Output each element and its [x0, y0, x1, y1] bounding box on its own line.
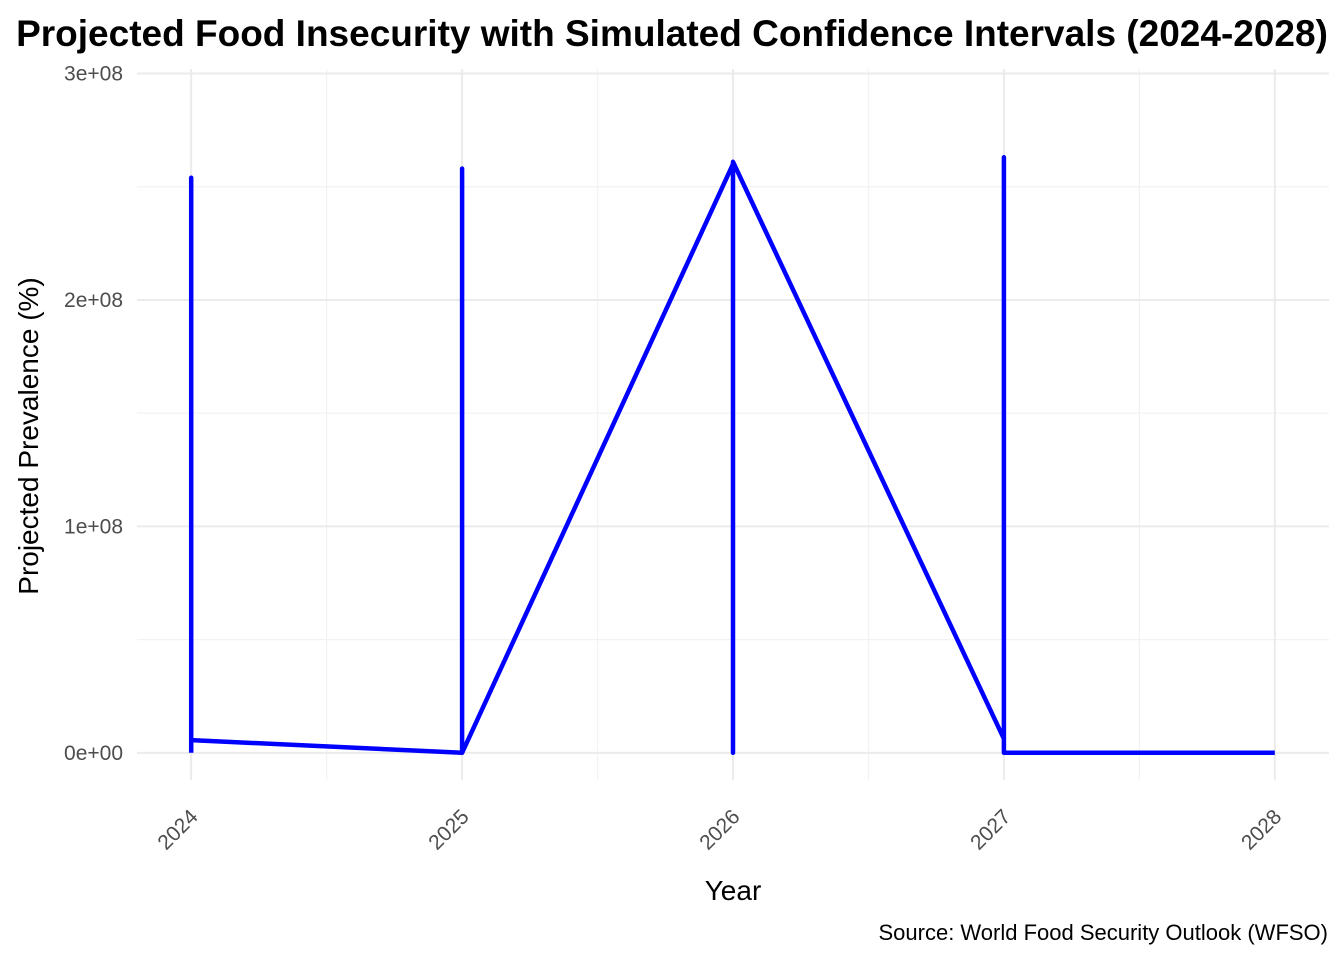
y-axis-title: Projected Prevalence (%) [13, 277, 44, 594]
x-tick-label: 2025 [424, 805, 473, 854]
x-tick-label: 2028 [1237, 805, 1286, 854]
series-line [188, 155, 1275, 756]
x-tick-label: 2024 [153, 805, 203, 855]
series-layer [188, 155, 1275, 756]
x-axis-title: Year [705, 875, 762, 906]
y-tick-label: 0e+00 [64, 742, 123, 765]
x-tick-label: 2027 [966, 805, 1015, 854]
y-tick-label: 1e+08 [64, 515, 123, 538]
y-tick-label: 2e+08 [64, 289, 123, 312]
chart-title: Projected Food Insecurity with Simulated… [16, 13, 1328, 54]
x-tick-label: 2026 [695, 805, 744, 854]
x-axis-ticks: 2024 2025 2026 2027 2028 [153, 805, 1286, 855]
y-tick-label: 3e+08 [64, 63, 123, 86]
chart-caption: Source: World Food Security Outlook (WFS… [878, 920, 1328, 945]
y-axis-ticks: 0e+00 1e+08 2e+08 3e+08 [64, 63, 123, 765]
